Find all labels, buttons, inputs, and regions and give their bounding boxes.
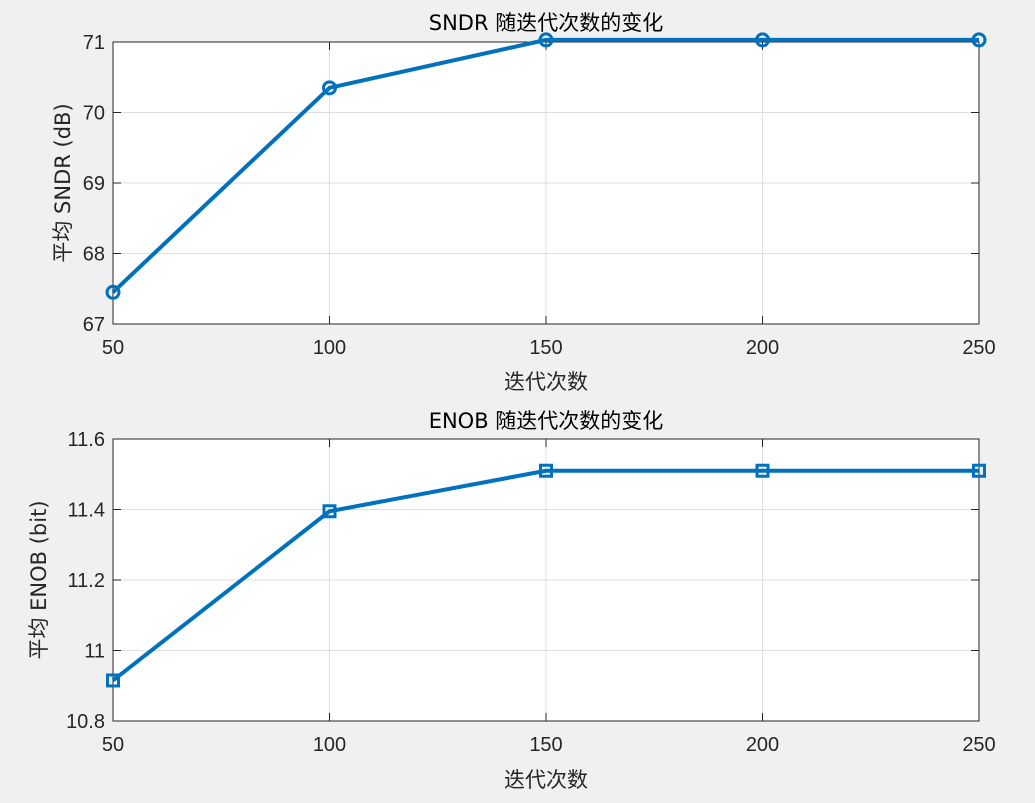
chart-enob-data-point xyxy=(539,463,553,478)
chart-enob-title: ENOB 随迭代次数的变化 xyxy=(429,409,664,433)
chart-sndr-xtick-label: 50 xyxy=(102,337,124,359)
chart-enob-series-line xyxy=(111,468,979,683)
chart-enob-xtick-label: 100 xyxy=(313,734,346,756)
chart-sndr-data-point xyxy=(755,32,770,48)
chart-enob-data-point xyxy=(972,463,986,478)
chart-sndr-data-point xyxy=(538,32,554,48)
chart-enob-xtick-label: 50 xyxy=(102,734,124,756)
chart-enob-ytick-label: 11 xyxy=(84,641,105,663)
chart-sndr-data-point xyxy=(322,80,337,96)
chart-enob: 50 100 150 200 250 10.8 11 11.2 11.4 11.6 ENOB 随迭… xyxy=(27,409,996,792)
chart-enob-axis-ticks: 50 100 150 200 250 10.8 11 11.2 11.4 11.6 xyxy=(66,429,996,756)
chart-enob-ytick-label: 10.8 xyxy=(66,711,105,733)
chart-sndr: 50 100 150 200 250 67 68 69 70 71 SNDR 随迭代次数的变化 迭… xyxy=(51,11,996,394)
chart-sndr-series xyxy=(105,32,987,300)
chart-enob-xtick-label: 200 xyxy=(746,734,779,756)
chart-sndr-ytick-label: 67 xyxy=(83,314,105,336)
chart-sndr-ytick-label: 71 xyxy=(83,32,105,54)
chart-enob-data-point xyxy=(322,504,337,519)
chart-enob-data-point xyxy=(755,463,770,478)
chart-sndr-ytick-label: 69 xyxy=(83,173,105,195)
chart-sndr-ytick-label: 68 xyxy=(83,244,105,266)
chart-sndr-xtick-label: 150 xyxy=(529,337,562,359)
chart-enob-xlabel: 迭代次数 xyxy=(504,768,588,792)
chart-sndr-xlabel: 迭代次数 xyxy=(504,370,588,394)
chart-enob-series xyxy=(106,463,986,688)
chart-enob-ylabel: 平均 ENOB (bit) xyxy=(27,500,51,659)
chart-enob-ytick-label: 11.6 xyxy=(68,429,105,451)
chart-enob-data-point xyxy=(106,673,120,688)
chart-enob-grid xyxy=(113,439,979,721)
chart-sndr-data-point xyxy=(971,32,987,48)
chart-enob-ytick-label: 11.2 xyxy=(68,570,105,592)
chart-sndr-title: SNDR 随迭代次数的变化 xyxy=(429,11,663,35)
chart-sndr-ylabel: 平均 SNDR (dB) xyxy=(51,103,75,262)
chart-sndr-series-line xyxy=(111,37,979,294)
chart-enob-xtick-label: 250 xyxy=(962,734,995,756)
chart-sndr-xtick-label: 200 xyxy=(746,337,779,359)
chart-sndr-xtick-label: 100 xyxy=(313,337,346,359)
chart-sndr-xtick-label: 250 xyxy=(962,337,995,359)
chart-enob-ytick-label: 11.4 xyxy=(68,500,105,522)
chart-sndr-ytick-label: 70 xyxy=(83,103,105,125)
chart-enob-xtick-label: 150 xyxy=(529,734,562,756)
chart-sndr-data-point xyxy=(105,284,121,300)
